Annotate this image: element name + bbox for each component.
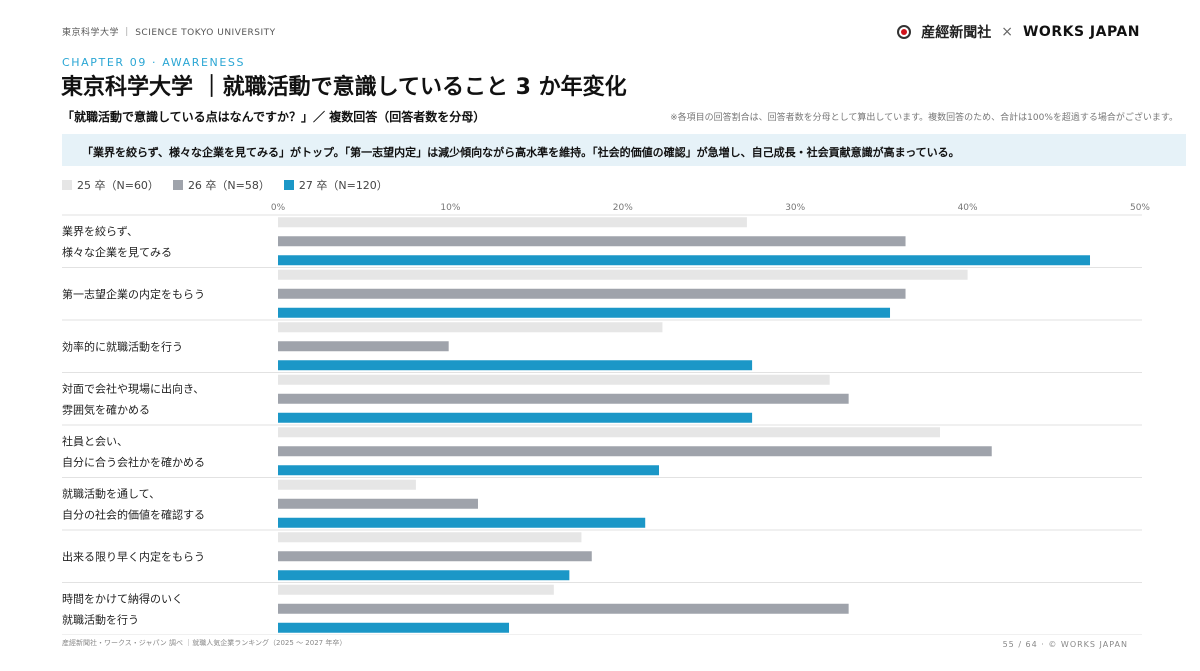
bar-27	[278, 622, 510, 633]
x-tick-label: 10%	[440, 203, 460, 213]
category-label: 対面で会社や現場に出向き、雰囲気を確かめる	[62, 381, 204, 416]
x-tick-label: 0%	[271, 203, 286, 213]
bar-27	[278, 360, 753, 371]
bar-25	[278, 269, 968, 280]
category-label: 業界を絞らず、様々な企業を見てみる	[62, 224, 172, 259]
bar-25	[278, 217, 747, 228]
page-number: 55 / 64 · © WORKS JAPAN	[1002, 640, 1128, 649]
bar-27	[278, 412, 753, 423]
category-label: 就職活動を通して、自分の社会的価値を確認する	[62, 486, 205, 521]
bar-27	[278, 465, 660, 476]
source-note: 産經新聞社・ワークス・ジャパン 調べ ｜就職人気企業ランキング（2025 〜 2…	[62, 639, 347, 647]
footnote: ※各項目の回答割合は、回答者数を分母として算出しています。複数回答のため、合計は…	[670, 113, 1178, 123]
legend-swatch-25	[62, 180, 72, 190]
bar-26	[278, 446, 992, 457]
x-tick-label: 30%	[785, 203, 805, 213]
bar-27	[278, 307, 891, 318]
bar-27	[278, 255, 1091, 266]
bar-25	[278, 322, 663, 333]
bar-25	[278, 374, 830, 385]
header-caption: 東京科学大学 ｜ SCIENCE TOKYO UNIVERSITY	[62, 28, 276, 38]
bar-26	[278, 341, 449, 352]
legend-swatch-27	[283, 180, 294, 190]
bar-25	[278, 532, 582, 543]
sankei-logo-icon	[897, 25, 912, 39]
category-label: 第一志望企業の内定をもらう	[62, 287, 205, 301]
bar-26	[278, 393, 849, 404]
bar-26	[278, 288, 906, 299]
legend-item-26: 26 卒（N=58）	[172, 177, 270, 193]
category-label: 効率的に就職活動を行う	[62, 339, 183, 353]
bar-26	[278, 551, 592, 562]
category-label: 時間をかけて納得のいく就職活動を行う	[62, 592, 183, 626]
works-japan-logo: WORKS JAPAN	[1022, 24, 1140, 40]
bar-chart: 0% 10% 20% 30% 40% 50% 業界を絞らず、様々な企業を見てみる第一志望企業…	[62, 203, 1150, 635]
question-subtitle: 「就職活動で意識している点はなんですか？」／ 複数回答（回答者数を分母）	[62, 110, 486, 124]
logo-separator: ×	[1001, 24, 1013, 40]
legend-item-27: 27 卒（N=120）	[283, 177, 388, 193]
bar-26	[278, 498, 478, 509]
summary-text: 「業界を絞らず、様々な企業を見てみる」がトップ。「第一志望内定」は減少傾向ながら…	[82, 146, 960, 159]
bar-27	[278, 570, 570, 581]
bar-25	[278, 427, 941, 438]
x-tick-label: 50%	[1130, 203, 1150, 213]
category-label: 出来る限り早く内定をもらう	[62, 549, 205, 563]
bar-25	[278, 479, 416, 490]
page-title: 東京科学大学 ｜就職活動で意識していること 3 か年変化	[61, 75, 627, 100]
x-tick-label: 40%	[958, 203, 978, 213]
chapter-label: CHAPTER 09 · AWARENESS	[62, 56, 246, 69]
bar-25	[278, 584, 554, 595]
bar-26	[278, 603, 849, 614]
chart-legend: 25 卒（N=60） 26 卒（N=58） 27 卒（N=120）	[62, 177, 388, 193]
legend-label-26: 26 卒（N=58）	[187, 179, 270, 192]
bar-26	[278, 236, 906, 247]
category-label: 社員と会い、自分に合う会社かを確かめる	[62, 434, 205, 469]
legend-swatch-26	[172, 180, 183, 190]
legend-label-27: 27 卒（N=120）	[298, 179, 388, 192]
legend-label-25: 25 卒（N=60）	[77, 179, 159, 192]
bar-27	[278, 517, 646, 528]
logo-area: 産經新聞社 × WORKS JAPAN	[897, 22, 1140, 42]
summary-banner: 「業界を絞らず、様々な企業を見てみる」がトップ。「第一志望内定」は減少傾向ながら…	[62, 134, 1186, 166]
legend-item-25: 25 卒（N=60）	[62, 177, 159, 193]
x-tick-label: 20%	[613, 203, 633, 213]
sankei-logo-text: 産經新聞社	[921, 25, 992, 41]
